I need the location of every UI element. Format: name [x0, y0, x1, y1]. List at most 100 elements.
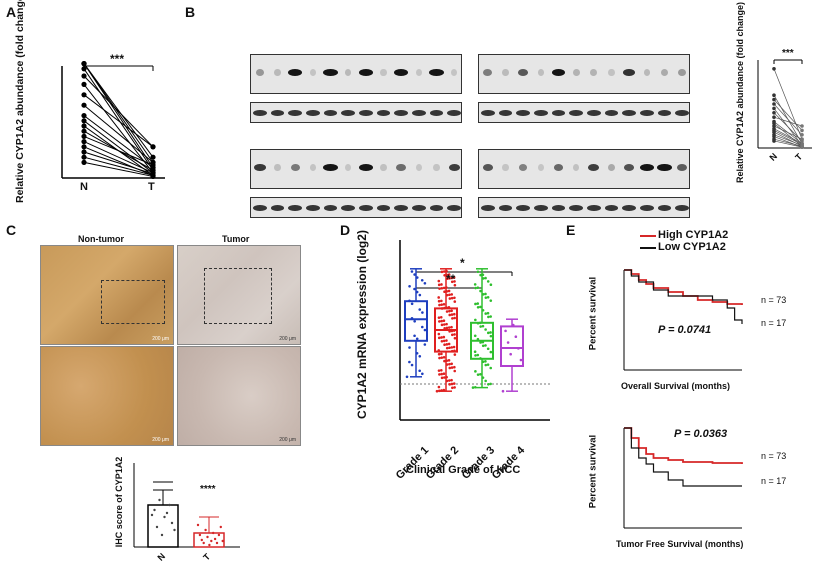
d-point — [445, 277, 449, 281]
d-point — [481, 273, 485, 277]
cyp-band — [254, 164, 266, 171]
paired-line — [83, 75, 154, 148]
d-point — [442, 302, 446, 306]
side-point-n — [772, 102, 776, 106]
d-point — [445, 343, 449, 346]
d-point — [452, 345, 456, 349]
gapdh-band — [657, 110, 672, 116]
cyp-band — [623, 164, 635, 171]
d-point — [481, 340, 485, 344]
d-point — [439, 315, 443, 319]
side-point-n — [772, 67, 776, 71]
gapdh-band — [551, 110, 566, 116]
blot-gapdh — [250, 197, 462, 218]
d-point — [447, 342, 451, 346]
gapdh-band — [306, 205, 320, 211]
d-point — [484, 296, 488, 299]
cyp-band — [433, 164, 440, 171]
d-point — [438, 303, 441, 307]
point-n — [81, 81, 87, 87]
d-point — [479, 305, 482, 309]
legend-high: High CYP1A2 — [658, 229, 729, 241]
d-point — [450, 329, 454, 333]
d-point — [453, 333, 456, 336]
c-dot-n — [170, 521, 174, 525]
d-point — [479, 273, 482, 277]
cyp-band — [287, 69, 303, 76]
cyp-band — [518, 69, 529, 76]
side-line — [773, 112, 803, 142]
d-point — [418, 293, 422, 297]
gapdh-band — [587, 205, 601, 211]
d-point — [450, 362, 453, 366]
d-point — [440, 303, 444, 306]
d-point — [453, 316, 456, 320]
side-line — [773, 138, 803, 147]
d-point — [410, 270, 414, 273]
gapdh-band — [569, 205, 583, 211]
d-point — [440, 356, 444, 359]
d-point — [445, 326, 449, 330]
side-point-n — [772, 124, 776, 128]
d-point — [445, 339, 448, 342]
d-point — [447, 359, 451, 362]
cyp-band — [573, 164, 580, 171]
side-point-n — [772, 130, 776, 134]
d-point — [445, 273, 449, 277]
c-dot-t — [208, 543, 211, 547]
d-point — [413, 273, 416, 276]
d-point — [448, 383, 451, 386]
d-point — [443, 290, 446, 293]
d-point — [437, 316, 441, 319]
d-point — [445, 293, 449, 297]
d-point — [486, 296, 490, 299]
paired-line — [83, 104, 154, 163]
point-n — [81, 154, 87, 160]
d-point — [450, 309, 453, 313]
d-point — [471, 386, 475, 389]
d-point — [489, 366, 493, 370]
d-point — [418, 369, 421, 373]
d-point — [437, 332, 441, 336]
d-point — [484, 363, 488, 367]
gapdh-band — [323, 110, 338, 116]
cyp-band — [448, 164, 460, 171]
sig-c: **** — [200, 484, 216, 495]
gapdh-band — [394, 110, 408, 116]
gapdh-band — [534, 110, 548, 116]
sig-d1: * — [460, 256, 465, 270]
d-point — [447, 273, 451, 276]
c-dot-n — [168, 503, 171, 507]
d-point — [443, 273, 446, 277]
d-point — [408, 299, 411, 303]
d-point — [486, 347, 490, 351]
d-point — [440, 376, 444, 380]
side-line — [773, 134, 803, 146]
d-point — [450, 280, 454, 284]
cyp-band — [537, 164, 544, 171]
d-point — [448, 366, 452, 370]
d-point — [486, 280, 490, 283]
cyp-band — [502, 69, 509, 76]
c-dot-t — [200, 538, 203, 542]
cyp-band — [290, 164, 300, 171]
d-point — [421, 372, 424, 376]
d-point — [489, 299, 493, 302]
point-t — [150, 173, 156, 180]
d-point — [489, 334, 493, 338]
cyp-band — [274, 164, 281, 171]
side-line — [773, 99, 803, 131]
d-point — [448, 277, 451, 280]
c-dot-n — [163, 515, 166, 519]
gapdh-band — [640, 205, 654, 211]
c-dot-t — [217, 533, 221, 537]
side-point-n — [772, 97, 776, 102]
d-point — [501, 389, 505, 393]
cyp-band — [415, 69, 422, 76]
legend-swatches — [640, 235, 656, 249]
d-point — [509, 352, 512, 356]
d-point — [489, 382, 492, 386]
d-point — [487, 382, 490, 386]
side-point-n — [772, 111, 776, 115]
point-n — [81, 139, 87, 145]
